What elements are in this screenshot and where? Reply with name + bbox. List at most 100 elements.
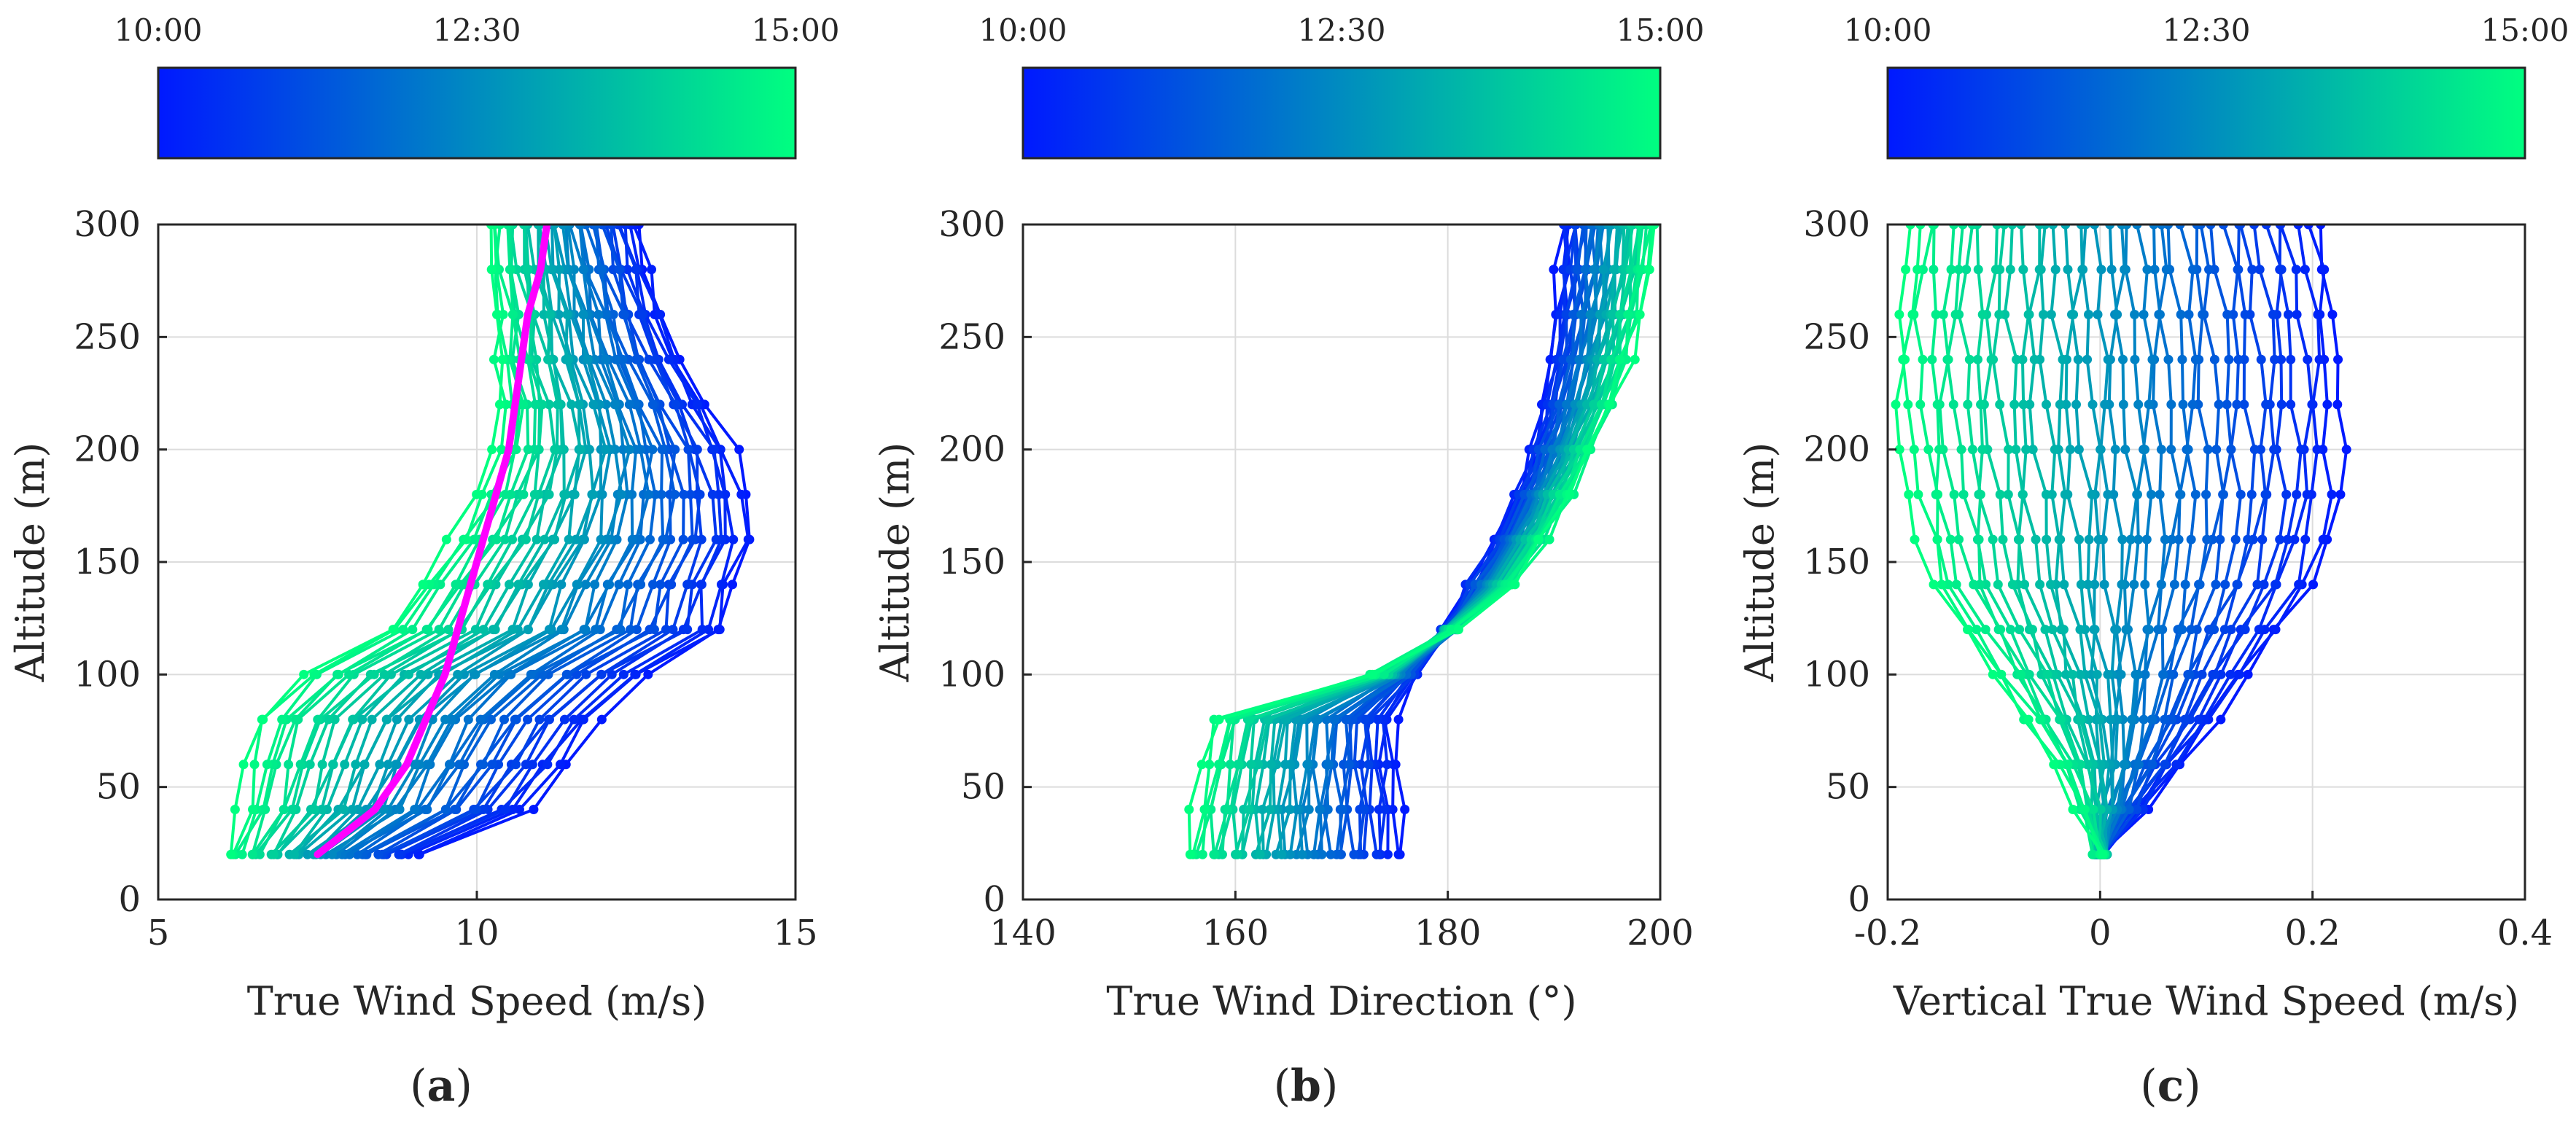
profile-point (2096, 265, 2106, 275)
profile-point (2303, 225, 2314, 230)
profile-point (1894, 445, 1904, 455)
profile-point (530, 399, 540, 410)
profile-point (2092, 669, 2102, 679)
profile-point (2096, 445, 2106, 455)
profile-line (1241, 225, 1630, 855)
y-tick-label: 50 (96, 767, 141, 808)
profile-point (2140, 579, 2150, 590)
profile-point (688, 534, 698, 545)
profile-point (2058, 354, 2068, 364)
profile-point (671, 399, 681, 410)
profile-point (610, 399, 620, 410)
profile-point (2144, 625, 2154, 635)
profile-point (1263, 714, 1273, 725)
profile-point (2029, 354, 2039, 364)
profile-point (478, 805, 489, 815)
profile-point (2186, 625, 2196, 635)
profile-point (1562, 399, 1572, 410)
profile-point (1635, 265, 1646, 275)
y-tick-label: 300 (938, 204, 1005, 245)
profile-point (2012, 354, 2022, 364)
profile-point (1393, 714, 1404, 725)
profile-point (2035, 579, 2045, 590)
profile-point (2034, 265, 2044, 275)
profile-point (497, 445, 507, 455)
profile-point (637, 309, 647, 319)
profile-point (2163, 354, 2174, 364)
profile-point (1929, 265, 1939, 275)
profile-point (1943, 579, 1953, 590)
profile-point (2050, 265, 2061, 275)
profile-point (1323, 760, 1334, 770)
profile-point (1214, 760, 1224, 770)
y-tick-label: 100 (1803, 654, 1870, 695)
profile-point (590, 579, 600, 590)
profile-lines (1891, 225, 2351, 859)
profile-lines (226, 225, 755, 859)
profile-point (2249, 445, 2260, 455)
profile-point (607, 669, 617, 679)
profile-point (2042, 399, 2052, 410)
profile-point (486, 714, 496, 725)
profile-point (2180, 579, 2190, 590)
profile-point (620, 225, 631, 230)
profile-point (2240, 309, 2250, 319)
profile-point (1891, 399, 1901, 410)
profile-point (351, 760, 361, 770)
profile-point (443, 625, 454, 635)
profile-point (2075, 625, 2085, 635)
profile-point (2075, 669, 2085, 679)
profile-point (1244, 805, 1254, 815)
profile-point (2048, 225, 2058, 230)
profile-point (367, 714, 377, 725)
profile-point (1915, 225, 1926, 230)
profile-point (2083, 579, 2093, 590)
profile-point (2210, 669, 2220, 679)
profile-point (249, 760, 260, 770)
profile-point (1540, 445, 1550, 455)
profile-point (2116, 669, 2126, 679)
profile-point (2090, 225, 2100, 230)
profile-point (2270, 579, 2281, 590)
profile-point (258, 805, 268, 815)
profile-point (1948, 399, 1958, 410)
profile-point (287, 805, 297, 815)
profile-point (2156, 445, 2166, 455)
profile-point (2105, 225, 2115, 230)
profile-point (2082, 760, 2093, 770)
profile-point (2327, 309, 2338, 319)
profile-point (2234, 669, 2244, 679)
profile-point (2079, 805, 2090, 815)
x-tick-label: 0 (2089, 913, 2112, 953)
profile-point (254, 849, 265, 859)
profile-point (2074, 445, 2084, 455)
profile-point (2202, 534, 2212, 545)
profile-point (575, 445, 585, 455)
profile-point (580, 625, 591, 635)
profile-point (1904, 489, 1914, 499)
profile-point (647, 265, 657, 275)
profile-point (2276, 399, 2287, 410)
profile-point (440, 714, 451, 725)
profile-point (685, 489, 696, 499)
profile-point (1565, 489, 1575, 499)
profile-point (2015, 534, 2025, 545)
profile-point (615, 265, 625, 275)
profile-point (497, 354, 507, 364)
profile-point (545, 309, 555, 319)
profile-point (2180, 714, 2190, 725)
profile-point (1928, 225, 1938, 230)
profile-point (1951, 579, 1961, 590)
profile-point (2069, 309, 2079, 319)
profile-point (1949, 489, 1959, 499)
profile-point (277, 714, 287, 725)
profile-point (1995, 399, 2005, 410)
profile-point (2194, 714, 2204, 725)
profile-point (2018, 399, 2028, 410)
profile-point (507, 625, 518, 635)
profile-point (1953, 265, 1964, 275)
panel-label: (c) (2140, 1061, 2201, 1112)
profile-point (1903, 399, 1913, 410)
profile-point (2209, 625, 2219, 635)
profile-point (1635, 225, 1645, 230)
